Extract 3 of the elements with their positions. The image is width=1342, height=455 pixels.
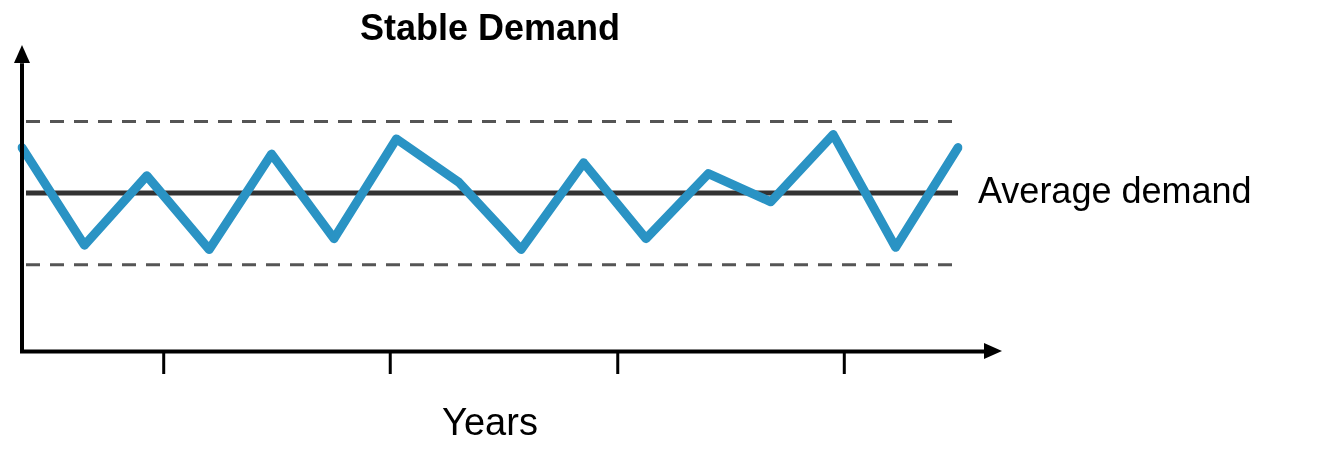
chart-title: Stable Demand [359, 6, 621, 48]
x-axis-title: Years [442, 400, 538, 443]
ref-line-label: Average demand [978, 170, 1252, 212]
